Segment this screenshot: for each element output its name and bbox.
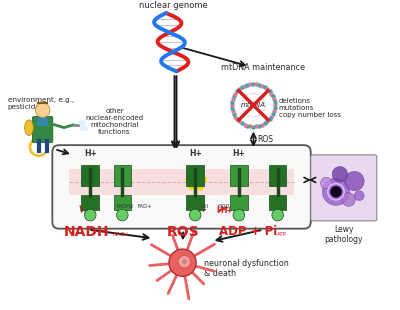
- Text: FAD+: FAD+: [137, 204, 152, 209]
- Circle shape: [84, 209, 96, 221]
- Circle shape: [332, 166, 348, 182]
- Circle shape: [116, 209, 128, 221]
- Text: mtDNA maintenance: mtDNA maintenance: [221, 63, 305, 72]
- Circle shape: [35, 103, 50, 117]
- Circle shape: [354, 191, 364, 201]
- Text: NADH: NADH: [64, 225, 109, 239]
- Text: ROS: ROS: [257, 135, 273, 144]
- Bar: [186, 195, 204, 210]
- Text: nuclear genome: nuclear genome: [139, 1, 208, 10]
- Circle shape: [322, 178, 350, 205]
- Text: environment, e.g.,
pesticides: environment, e.g., pesticides: [8, 96, 74, 109]
- Text: H+: H+: [189, 149, 202, 158]
- Bar: [37, 118, 48, 126]
- Text: ATP: ATP: [277, 232, 287, 237]
- Ellipse shape: [25, 120, 33, 135]
- Circle shape: [189, 209, 201, 221]
- Circle shape: [345, 171, 364, 191]
- Text: H+: H+: [220, 206, 233, 215]
- FancyBboxPatch shape: [52, 145, 311, 229]
- Text: Lewy
pathology: Lewy pathology: [324, 225, 363, 244]
- Bar: [230, 165, 248, 186]
- Text: mtDNA: mtDNA: [241, 102, 266, 108]
- Text: H+: H+: [193, 205, 207, 214]
- Text: neuronal dysfunction
& death: neuronal dysfunction & death: [204, 259, 289, 278]
- Bar: [186, 165, 204, 186]
- Bar: [230, 195, 248, 210]
- Bar: [114, 165, 131, 186]
- Text: SOD: SOD: [218, 204, 230, 209]
- Text: ADP + Pi: ADP + Pi: [220, 225, 278, 238]
- Bar: [82, 195, 99, 210]
- Text: FADH2: FADH2: [116, 204, 134, 209]
- Text: H+: H+: [232, 149, 245, 158]
- Circle shape: [272, 209, 284, 221]
- Circle shape: [330, 186, 342, 197]
- Circle shape: [178, 255, 191, 268]
- Circle shape: [169, 249, 196, 276]
- Circle shape: [182, 259, 187, 264]
- Bar: [269, 195, 286, 210]
- FancyBboxPatch shape: [311, 155, 377, 221]
- Circle shape: [320, 177, 332, 189]
- Text: NAD+: NAD+: [112, 232, 130, 237]
- Bar: [69, 170, 294, 195]
- Text: other
nuclear-encoded
mitochondrial
functions: other nuclear-encoded mitochondrial func…: [86, 108, 144, 135]
- Text: H+: H+: [84, 149, 97, 158]
- Text: ROS: ROS: [167, 225, 200, 239]
- Circle shape: [342, 193, 356, 206]
- Bar: [114, 195, 131, 210]
- Text: CIII: CIII: [201, 204, 209, 209]
- Circle shape: [233, 209, 245, 221]
- Text: deletions
mutations
copy number loss: deletions mutations copy number loss: [279, 98, 340, 117]
- Bar: [269, 165, 286, 186]
- Text: H+: H+: [83, 208, 97, 217]
- FancyBboxPatch shape: [32, 117, 53, 143]
- Bar: [82, 165, 99, 186]
